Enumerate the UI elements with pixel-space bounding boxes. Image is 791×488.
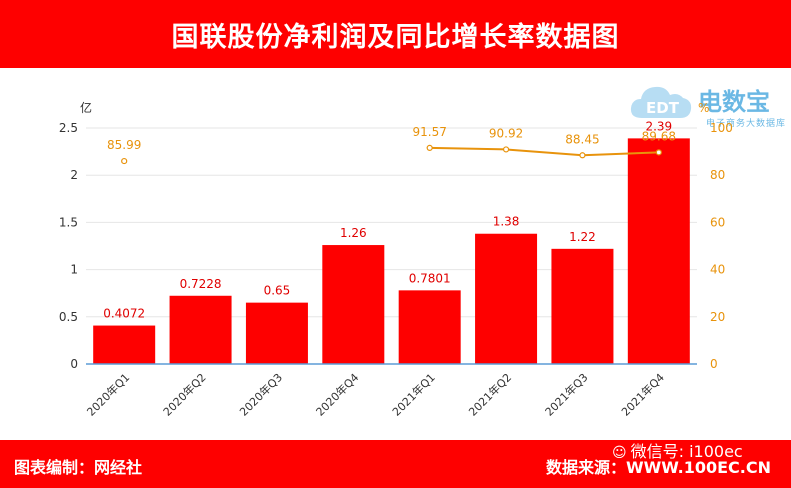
line-point: [426, 144, 433, 151]
chart-title: 国联股份净利润及同比增长率数据图: [171, 21, 620, 53]
bar-value-label: 1.22: [569, 230, 596, 244]
x-tick-label: 2021年Q4: [618, 370, 667, 419]
bar-value-label: 0.7228: [180, 277, 222, 291]
bar-value-label: 1.38: [493, 215, 520, 229]
line-value-label: 89.68: [642, 129, 676, 143]
wechat-watermark: ☺ 微信号: i100ec: [612, 438, 743, 462]
cloud-icon: EDT: [630, 86, 692, 118]
x-tick-label: 2021年Q2: [466, 370, 515, 419]
data-labels: 0.4072 0.7228 0.65 1.26 0.7801 1.38 1.22 2.39 85…: [103, 119, 676, 320]
y-tick-label: 1: [70, 263, 78, 277]
wechat-icon: ☺: [612, 445, 627, 461]
bar: [475, 233, 538, 364]
bar: [245, 302, 308, 364]
bars: [93, 138, 690, 364]
header-bar: 国联股份净利润及同比增长率数据图: [0, 0, 791, 68]
wechat-id: 微信号: i100ec: [630, 442, 743, 461]
y-tick-label: 0.5: [59, 310, 78, 324]
logo-text: 电数宝: [698, 88, 770, 116]
line-point: [121, 157, 128, 165]
bar: [93, 325, 156, 364]
line-point: [579, 152, 586, 159]
y2-tick-label: 0: [710, 357, 718, 371]
y2-axis-unit: %: [698, 101, 709, 115]
growth-line-path: [429, 146, 659, 157]
line-value-label: 91.57: [413, 125, 447, 139]
bar-value-label: 1.26: [340, 226, 367, 240]
line-value-label: 85.99: [107, 138, 141, 152]
y2-tick-label: 40: [710, 263, 725, 277]
x-tick-label: 2021年Q3: [542, 370, 591, 419]
line-point: [655, 149, 662, 156]
bar-value-label: 0.65: [264, 284, 291, 298]
footer-bar: 图表编制：网经社 数据来源：WWW.100EC.CN: [0, 440, 791, 488]
y2-tick-label: 80: [710, 168, 725, 182]
bar: [551, 248, 614, 364]
x-tick-label: 2020年Q1: [84, 370, 133, 419]
x-tick-label: 2020年Q3: [237, 370, 286, 419]
bar-value-label: 2.39: [645, 119, 672, 133]
line-value-label: 90.92: [489, 126, 523, 140]
footer-source-editor: 图表编制：网经社: [14, 458, 143, 477]
logo-subtext: 电子商务大数据库: [706, 119, 787, 129]
y2-tick-label: 100: [710, 121, 733, 135]
bar: [627, 138, 690, 364]
line-value-label: 88.45: [565, 132, 599, 146]
x-tick-label: 2020年Q2: [160, 370, 209, 419]
chart: 0 0.5 1 1.5 2 2.5 0 20 40 60 80 100 亿 % 2020年Q1 2020年Q2…: [59, 100, 733, 419]
bar: [322, 245, 385, 364]
svg-text:EDT: EDT: [646, 99, 680, 117]
x-tick-label: 2020年Q4: [313, 370, 362, 419]
y-tick-label: 2: [70, 168, 78, 182]
footer-data-source: 数据来源：WWW.100EC.CN: [545, 458, 771, 477]
x-tick-label: 2021年Q1: [389, 370, 438, 419]
y2-tick-label: 60: [710, 215, 725, 229]
bar-value-label: 0.4072: [103, 307, 145, 321]
y-tick-label: 1.5: [59, 215, 78, 229]
y-tick-label: 2.5: [59, 121, 78, 135]
bar: [398, 290, 461, 364]
line-point: [502, 146, 510, 153]
y-tick-label: 0: [70, 357, 78, 371]
bar: [169, 295, 232, 364]
logo: EDT 电数宝 电子商务大数据库: [628, 76, 788, 136]
y-axis-unit: 亿: [80, 100, 92, 115]
growth-line: [121, 144, 662, 165]
y2-tick-label: 20: [710, 310, 725, 324]
bar-value-label: 0.7801: [409, 271, 451, 285]
